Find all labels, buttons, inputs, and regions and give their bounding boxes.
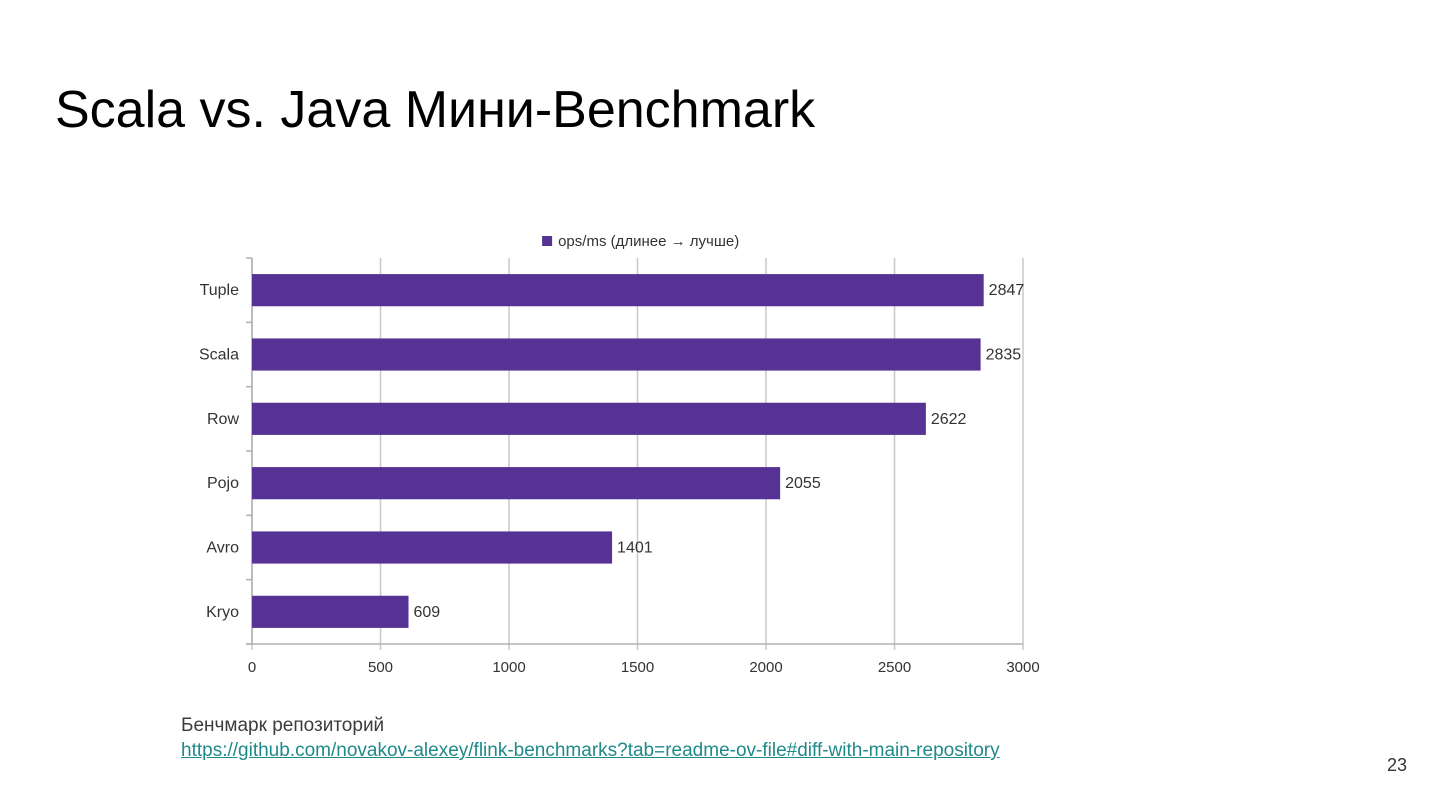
- x-tick-label: 1500: [621, 659, 654, 676]
- category-label: Row: [207, 411, 239, 428]
- x-tick-label: 1000: [492, 659, 525, 676]
- bar: [252, 402, 926, 435]
- chart-axes: [246, 257, 1023, 645]
- bar: [252, 274, 984, 307]
- chart-bars: [252, 274, 984, 628]
- x-tick-label: 2500: [878, 659, 911, 676]
- bar: [252, 595, 409, 628]
- category-label: Scala: [199, 347, 239, 364]
- x-tick-label: 500: [368, 659, 393, 676]
- data-label: 2835: [986, 347, 1022, 364]
- benchmark-caption: Бенчмарк репозиторий: [181, 715, 385, 736]
- chart-labels: 0 500 1000 1500 2000 2500 3000 Tuple 2847 Scala 28…: [199, 282, 1040, 676]
- data-label: 2622: [931, 411, 967, 428]
- legend-label: ops/ms (длинее → лучше): [558, 233, 739, 250]
- data-label: 2055: [785, 475, 821, 492]
- category-label: Avro: [206, 540, 239, 557]
- x-tick-label: 3000: [1006, 659, 1039, 676]
- category-label: Tuple: [200, 282, 240, 299]
- data-label: 1401: [617, 540, 653, 557]
- category-label: Kryo: [206, 604, 239, 621]
- chart-legend: ops/ms (длинее → лучше): [542, 233, 739, 250]
- bar: [252, 467, 781, 500]
- bar: [252, 338, 981, 371]
- chart-grid: [251, 258, 1024, 650]
- x-tick-label: 2000: [749, 659, 782, 676]
- benchmark-repo-link[interactable]: https://github.com/novakov-alexey/flink-…: [181, 740, 1000, 761]
- x-tick-label: 0: [248, 659, 256, 676]
- data-label: 609: [414, 604, 441, 621]
- bar-chart: ops/ms (длинее → лучше) 0 500 1000 1500 2000…: [199, 233, 1040, 676]
- slide-title: Scala vs. Java Мини-Benchmark: [55, 81, 816, 139]
- bar: [252, 531, 613, 564]
- data-label: 2847: [989, 282, 1025, 299]
- legend-swatch: [542, 236, 553, 246]
- category-label: Pojo: [207, 475, 239, 492]
- page-number: 23: [1386, 755, 1407, 775]
